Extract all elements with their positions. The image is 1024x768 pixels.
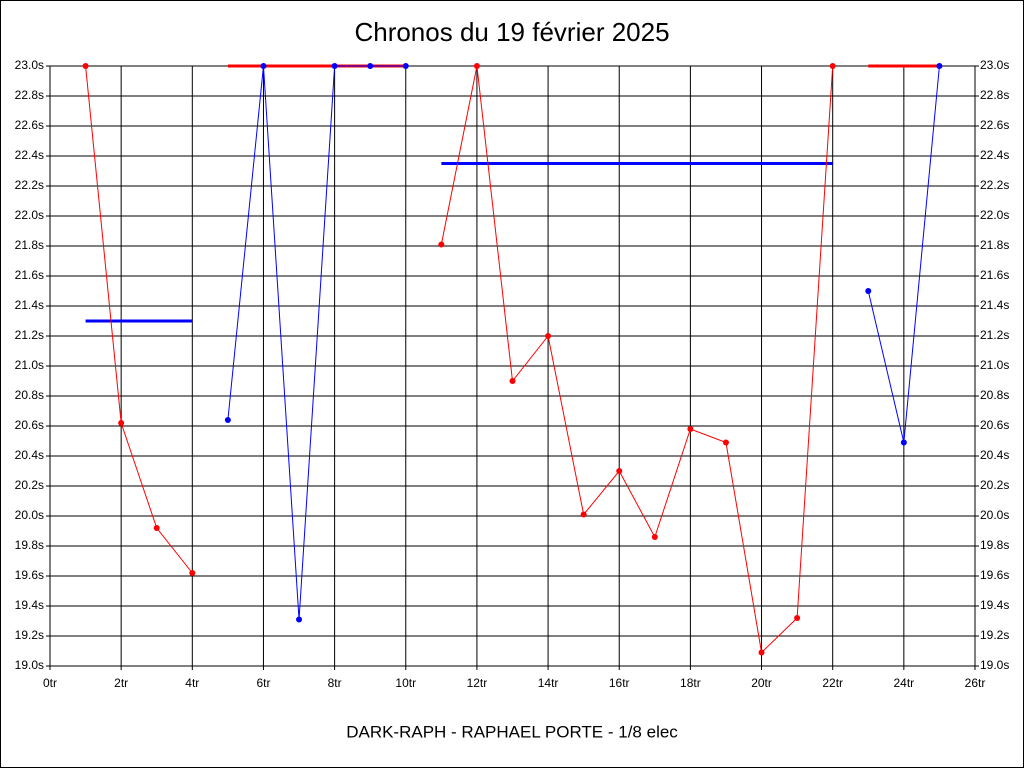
y-tick-label: 23.0s — [15, 58, 44, 72]
point — [687, 426, 694, 432]
x-tick-label: 8tr — [328, 676, 342, 690]
y2-tick-label: 22.4s — [980, 148, 1009, 162]
point — [402, 63, 409, 69]
point — [367, 63, 374, 69]
y-tick-label: 19.8s — [15, 538, 44, 552]
y2-tick-label: 20.0s — [980, 508, 1009, 522]
y-tick-label: 21.8s — [15, 238, 44, 252]
y2-tick-label: 20.8s — [980, 388, 1009, 402]
y2-tick-label: 22.0s — [980, 208, 1009, 222]
x-tick-label: 10tr — [395, 676, 416, 690]
series-line — [85, 65, 193, 574]
series-line — [440, 65, 834, 654]
y2-tick-label: 21.2s — [980, 328, 1009, 342]
point — [651, 534, 658, 540]
y2-tick-label: 21.4s — [980, 298, 1009, 312]
point — [153, 525, 160, 531]
y2-tick-label: 23.0s — [980, 58, 1009, 72]
y2-tick-label: 19.0s — [980, 658, 1009, 672]
x-tick-label: 0tr — [43, 676, 57, 690]
y-tick-label: 22.8s — [15, 88, 44, 102]
series-line — [227, 65, 406, 620]
point — [580, 511, 587, 518]
point — [722, 439, 729, 446]
x-tick-label: 6tr — [256, 676, 270, 690]
x-tick-label: 4tr — [185, 676, 199, 690]
y-tick-label: 21.0s — [15, 358, 44, 372]
chart-footer: DARK-RAPH - RAPHAEL PORTE - 1/8 elec — [346, 722, 678, 741]
point — [331, 63, 338, 69]
y2-tick-label: 22.6s — [980, 118, 1009, 132]
point — [82, 63, 89, 69]
y-tick-label: 22.0s — [15, 208, 44, 222]
y2-tick-label: 21.8s — [980, 238, 1009, 252]
point — [509, 378, 516, 384]
y2-tick-label: 21.6s — [980, 268, 1009, 282]
x-tick-label: 16tr — [609, 676, 630, 690]
y-tick-label: 19.2s — [15, 628, 44, 642]
point — [296, 616, 303, 623]
point — [545, 333, 552, 339]
x-tick-label: 18tr — [680, 676, 701, 690]
point — [936, 63, 943, 69]
point — [865, 288, 872, 294]
point — [829, 63, 836, 69]
point — [118, 420, 125, 426]
point — [260, 63, 267, 69]
point — [900, 439, 907, 446]
y-tick-label: 20.8s — [15, 388, 44, 402]
y-tick-label: 19.0s — [15, 658, 44, 672]
point — [473, 63, 480, 69]
y2-tick-label: 20.2s — [980, 478, 1009, 492]
y-tick-label: 22.4s — [15, 148, 44, 162]
point — [616, 468, 623, 474]
y-tick-label: 20.4s — [15, 448, 44, 462]
x-tick-label: 2tr — [114, 676, 128, 690]
y-tick-label: 19.6s — [15, 568, 44, 582]
y2-tick-label: 20.6s — [980, 418, 1009, 432]
x-tick-label: 14tr — [538, 676, 559, 690]
plot-frame — [49, 65, 976, 667]
x-tick-label: 12tr — [467, 676, 488, 690]
y-tick-label: 20.0s — [15, 508, 44, 522]
y-tick-label: 22.2s — [15, 178, 44, 192]
x-tick-label: 26tr — [965, 676, 986, 690]
point — [189, 570, 196, 576]
point — [438, 241, 445, 248]
x-tick-label: 22tr — [822, 676, 843, 690]
y2-tick-label: 19.8s — [980, 538, 1009, 552]
y-tick-label: 19.4s — [15, 598, 44, 612]
x-tick-label: 20tr — [751, 676, 772, 690]
y-tick-label: 21.2s — [15, 328, 44, 342]
y-tick-label: 21.4s — [15, 298, 44, 312]
chart-title: Chronos du 19 février 2025 — [354, 17, 669, 47]
y2-tick-label: 21.0s — [980, 358, 1009, 372]
x-tick-label: 24tr — [894, 676, 915, 690]
y2-tick-label: 20.4s — [980, 448, 1009, 462]
y2-tick-label: 19.6s — [980, 568, 1009, 582]
y2-tick-label: 22.2s — [980, 178, 1009, 192]
y-tick-label: 22.6s — [15, 118, 44, 132]
y2-tick-label: 19.2s — [980, 628, 1009, 642]
y-tick-label: 20.2s — [15, 478, 44, 492]
point — [758, 649, 765, 656]
y2-tick-label: 22.8s — [980, 88, 1009, 102]
y2-tick-label: 19.4s — [980, 598, 1009, 612]
y-tick-label: 21.6s — [15, 268, 44, 282]
point — [794, 615, 801, 621]
point — [224, 417, 231, 423]
y-tick-label: 20.6s — [15, 418, 44, 432]
